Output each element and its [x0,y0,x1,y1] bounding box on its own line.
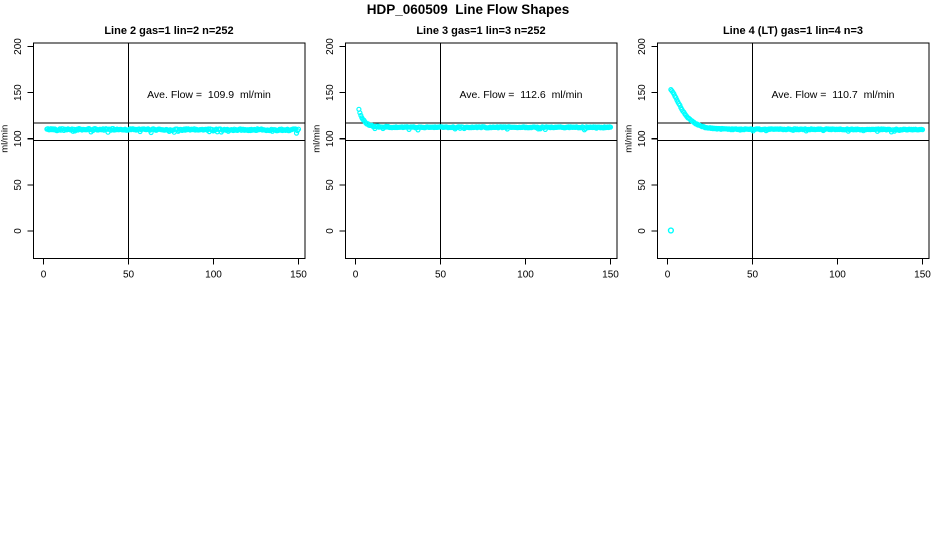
panel-plot-3: 0 50 100 150 0 50 100 150 200 ml/min [624,38,932,281]
x-tick-label: 100 [205,270,222,281]
y-tick-label: 100 [325,130,336,147]
y-tick-label: 100 [637,130,648,147]
y-tick-label: 150 [325,84,336,101]
data-point [919,127,926,133]
y-tick-label: 50 [637,179,648,191]
panel-title-line2: Line 2 gas=1 lin=2 n=252 [104,25,234,37]
x-tick-label: 50 [747,270,759,281]
data-point [293,130,300,136]
x-tick-label: 150 [290,270,307,281]
data-points-series [667,86,926,234]
data-points-series [356,106,614,133]
y-tick-label: 200 [637,38,648,55]
panel-plot-2: 0 50 100 150 0 50 100 150 200 ml/min [312,38,620,281]
x-tick-label: 150 [914,270,931,281]
panel-plot-1: 0 50 100 150 0 50 100 150 200 ml/min [0,38,307,281]
plot-box [656,42,930,260]
y-tick-label: 200 [325,38,336,55]
y-tick-label: 150 [637,84,648,101]
data-point [607,124,614,130]
ave-flow-annotation-line2: Ave. Flow = 109.9 ml/min [147,89,271,101]
plot-box [344,42,618,260]
x-tick-label: 100 [517,270,534,281]
ave-flow-annotation-line3: Ave. Flow = 112.6 ml/min [459,89,583,101]
y-tick-label: 50 [13,179,24,191]
y-axis-title: ml/min [624,125,635,153]
x-tick-label: 150 [602,270,619,281]
x-tick-label: 0 [353,270,359,281]
y-axis-title: ml/min [0,125,11,153]
data-point [677,102,683,108]
chart-main-title: HDP_060509 Line Flow Shapes [366,2,570,17]
y-tick-label: 200 [13,38,24,55]
y-tick-label: 0 [13,228,24,234]
flow-shapes-chart: 0 50 100 150 0 50 100 150 200 ml/min 0 50 100 150 0 50 1… [0,38,932,281]
y-axis-title: ml/min [312,125,323,153]
x-tick-label: 50 [123,270,135,281]
outlier-point [667,227,675,234]
data-point [357,110,363,116]
data-point [295,126,302,132]
ave-flow-annotation-line4: Ave. Flow = 110.7 ml/min [771,89,895,101]
data-point [358,112,364,119]
panel-title-line3: Line 3 gas=1 lin=3 n=252 [416,25,546,37]
y-tick-label: 0 [637,228,648,234]
y-tick-label: 50 [325,179,336,191]
panel-title-line4: Line 4 (LT) gas=1 lin=4 n=3 [722,25,864,37]
x-tick-label: 100 [829,270,846,281]
data-points-series [44,126,302,136]
plot-box [32,42,306,260]
x-tick-label: 0 [665,270,671,281]
x-tick-label: 50 [435,270,447,281]
x-tick-label: 0 [41,270,47,281]
y-tick-label: 150 [13,84,24,101]
y-tick-label: 0 [325,228,336,234]
y-tick-label: 100 [13,130,24,147]
